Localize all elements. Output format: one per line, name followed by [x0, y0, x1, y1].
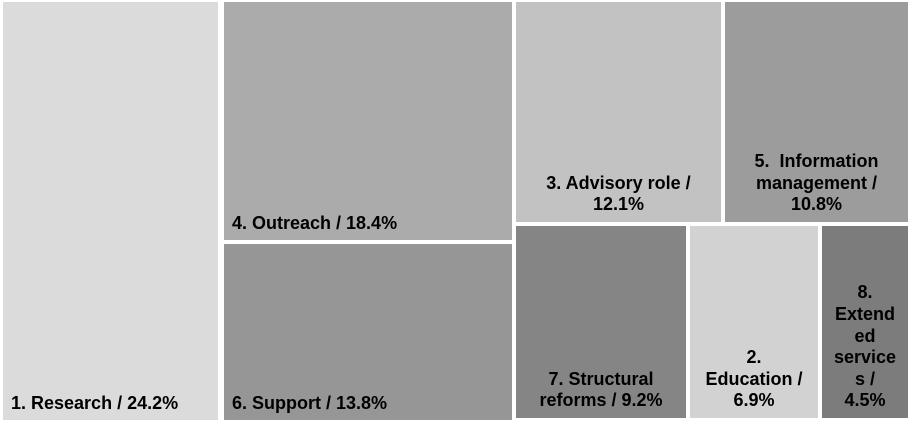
treemap-cell-advisory-role-label: 3. Advisory role / 12.1% — [546, 172, 691, 215]
treemap-cell-research: 1. Research / 24.2% — [3, 2, 218, 420]
treemap-cell-research-label: 1. Research / 24.2% — [11, 393, 179, 414]
treemap-cell-information-management: 5. Information management / 10.8% — [725, 2, 908, 222]
treemap-cell-extended-services: 8. Extend ed service s / 4.5% — [822, 226, 908, 418]
treemap-cell-information-management-label: 5. Information management / 10.8% — [754, 151, 879, 215]
treemap-cell-education: 2. Education / 6.9% — [690, 226, 818, 418]
treemap-cell-structural-reforms-label: 7. Structural reforms / 9.2% — [539, 368, 663, 411]
treemap-cell-support-label: 6. Support / 13.8% — [232, 393, 388, 414]
treemap-cell-education-label: 2. Education / 6.9% — [705, 347, 803, 411]
treemap-cell-outreach-label: 4. Outreach / 18.4% — [232, 213, 398, 234]
treemap-cell-advisory-role: 3. Advisory role / 12.1% — [516, 2, 721, 222]
treemap-cell-structural-reforms: 7. Structural reforms / 9.2% — [516, 226, 686, 418]
treemap-cell-outreach: 4. Outreach / 18.4% — [224, 2, 512, 240]
treemap-cell-extended-services-label: 8. Extend ed service s / 4.5% — [833, 282, 897, 411]
treemap-cell-support: 6. Support / 13.8% — [224, 244, 512, 420]
